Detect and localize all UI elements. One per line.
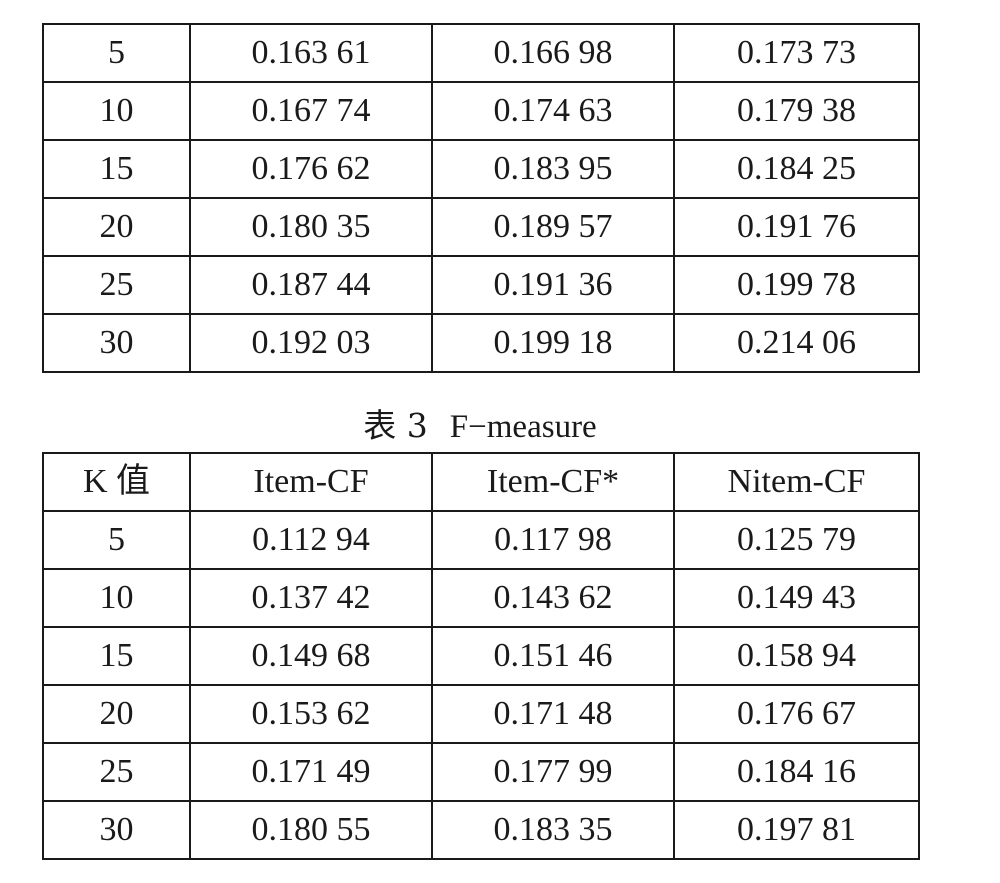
table-row: 10 0.167 74 0.174 63 0.179 38 [42, 81, 920, 141]
item-cf-cell: 0.167 74 [189, 81, 433, 141]
item-cf-star-cell: 0.199 18 [431, 313, 675, 373]
k-value-cell: 15 [42, 626, 191, 686]
item-cf-cell: 0.171 49 [189, 742, 433, 802]
header-k-value: K 值 [42, 452, 191, 512]
nitem-cf-cell: 0.184 16 [673, 742, 920, 802]
item-cf-star-cell: 0.183 95 [431, 139, 675, 199]
item-cf-star-cell: 0.151 46 [431, 626, 675, 686]
table-row: 25 0.187 44 0.191 36 0.199 78 [42, 255, 920, 315]
item-cf-cell: 0.112 94 [189, 510, 433, 570]
table-row: 15 0.176 62 0.183 95 0.184 25 [42, 139, 920, 199]
item-cf-cell: 0.180 55 [189, 800, 433, 860]
nitem-cf-cell: 0.176 67 [673, 684, 920, 744]
item-cf-star-cell: 0.117 98 [431, 510, 675, 570]
k-value-cell: 25 [42, 255, 191, 315]
item-cf-cell: 0.187 44 [189, 255, 433, 315]
nitem-cf-cell: 0.179 38 [673, 81, 920, 141]
item-cf-star-cell: 0.143 62 [431, 568, 675, 628]
header-nitem-cf: Nitem-CF [673, 452, 920, 512]
table-row: 25 0.171 49 0.177 99 0.184 16 [42, 742, 920, 802]
k-value-cell: 20 [42, 684, 191, 744]
item-cf-star-cell: 0.183 35 [431, 800, 675, 860]
item-cf-star-cell: 0.174 63 [431, 81, 675, 141]
item-cf-star-cell: 0.171 48 [431, 684, 675, 744]
precision-table-continued: 5 0.163 61 0.166 98 0.173 73 10 0.167 74… [42, 23, 920, 373]
table-row: 20 0.180 35 0.189 57 0.191 76 [42, 197, 920, 257]
caption-label: 表 3 [363, 406, 428, 445]
nitem-cf-cell: 0.191 76 [673, 197, 920, 257]
header-item-cf: Item-CF [189, 452, 433, 512]
item-cf-star-cell: 0.166 98 [431, 23, 675, 83]
k-value-cell: 15 [42, 139, 191, 199]
item-cf-star-cell: 0.189 57 [431, 197, 675, 257]
table-row: 10 0.137 42 0.143 62 0.149 43 [42, 568, 920, 628]
table-row: 20 0.153 62 0.171 48 0.176 67 [42, 684, 920, 744]
item-cf-cell: 0.176 62 [189, 139, 433, 199]
k-value-cell: 5 [42, 23, 191, 83]
table-row: 15 0.149 68 0.151 46 0.158 94 [42, 626, 920, 686]
nitem-cf-cell: 0.173 73 [673, 23, 920, 83]
item-cf-cell: 0.180 35 [189, 197, 433, 257]
nitem-cf-cell: 0.199 78 [673, 255, 920, 315]
nitem-cf-cell: 0.197 81 [673, 800, 920, 860]
item-cf-star-cell: 0.177 99 [431, 742, 675, 802]
item-cf-star-cell: 0.191 36 [431, 255, 675, 315]
table-row: 30 0.180 55 0.183 35 0.197 81 [42, 800, 920, 860]
table-row: 5 0.112 94 0.117 98 0.125 79 [42, 510, 920, 570]
k-value-cell: 10 [42, 81, 191, 141]
item-cf-cell: 0.137 42 [189, 568, 433, 628]
caption-title: F−measure [449, 409, 597, 445]
nitem-cf-cell: 0.125 79 [673, 510, 920, 570]
nitem-cf-cell: 0.149 43 [673, 568, 920, 628]
item-cf-cell: 0.149 68 [189, 626, 433, 686]
table-caption: 表 3 F−measure [0, 404, 960, 449]
item-cf-cell: 0.153 62 [189, 684, 433, 744]
item-cf-cell: 0.192 03 [189, 313, 433, 373]
nitem-cf-cell: 0.214 06 [673, 313, 920, 373]
k-value-cell: 25 [42, 742, 191, 802]
k-value-cell: 10 [42, 568, 191, 628]
nitem-cf-cell: 0.158 94 [673, 626, 920, 686]
nitem-cf-cell: 0.184 25 [673, 139, 920, 199]
f-measure-table: K 值 Item-CF Item-CF* Nitem-CF 5 0.112 94… [42, 452, 920, 860]
k-value-cell: 30 [42, 800, 191, 860]
k-value-cell: 5 [42, 510, 191, 570]
table-header-row: K 值 Item-CF Item-CF* Nitem-CF [42, 452, 920, 512]
header-item-cf-star: Item-CF* [431, 452, 675, 512]
table-row: 30 0.192 03 0.199 18 0.214 06 [42, 313, 920, 373]
item-cf-cell: 0.163 61 [189, 23, 433, 83]
k-value-cell: 20 [42, 197, 191, 257]
table-row: 5 0.163 61 0.166 98 0.173 73 [42, 23, 920, 83]
k-value-cell: 30 [42, 313, 191, 373]
